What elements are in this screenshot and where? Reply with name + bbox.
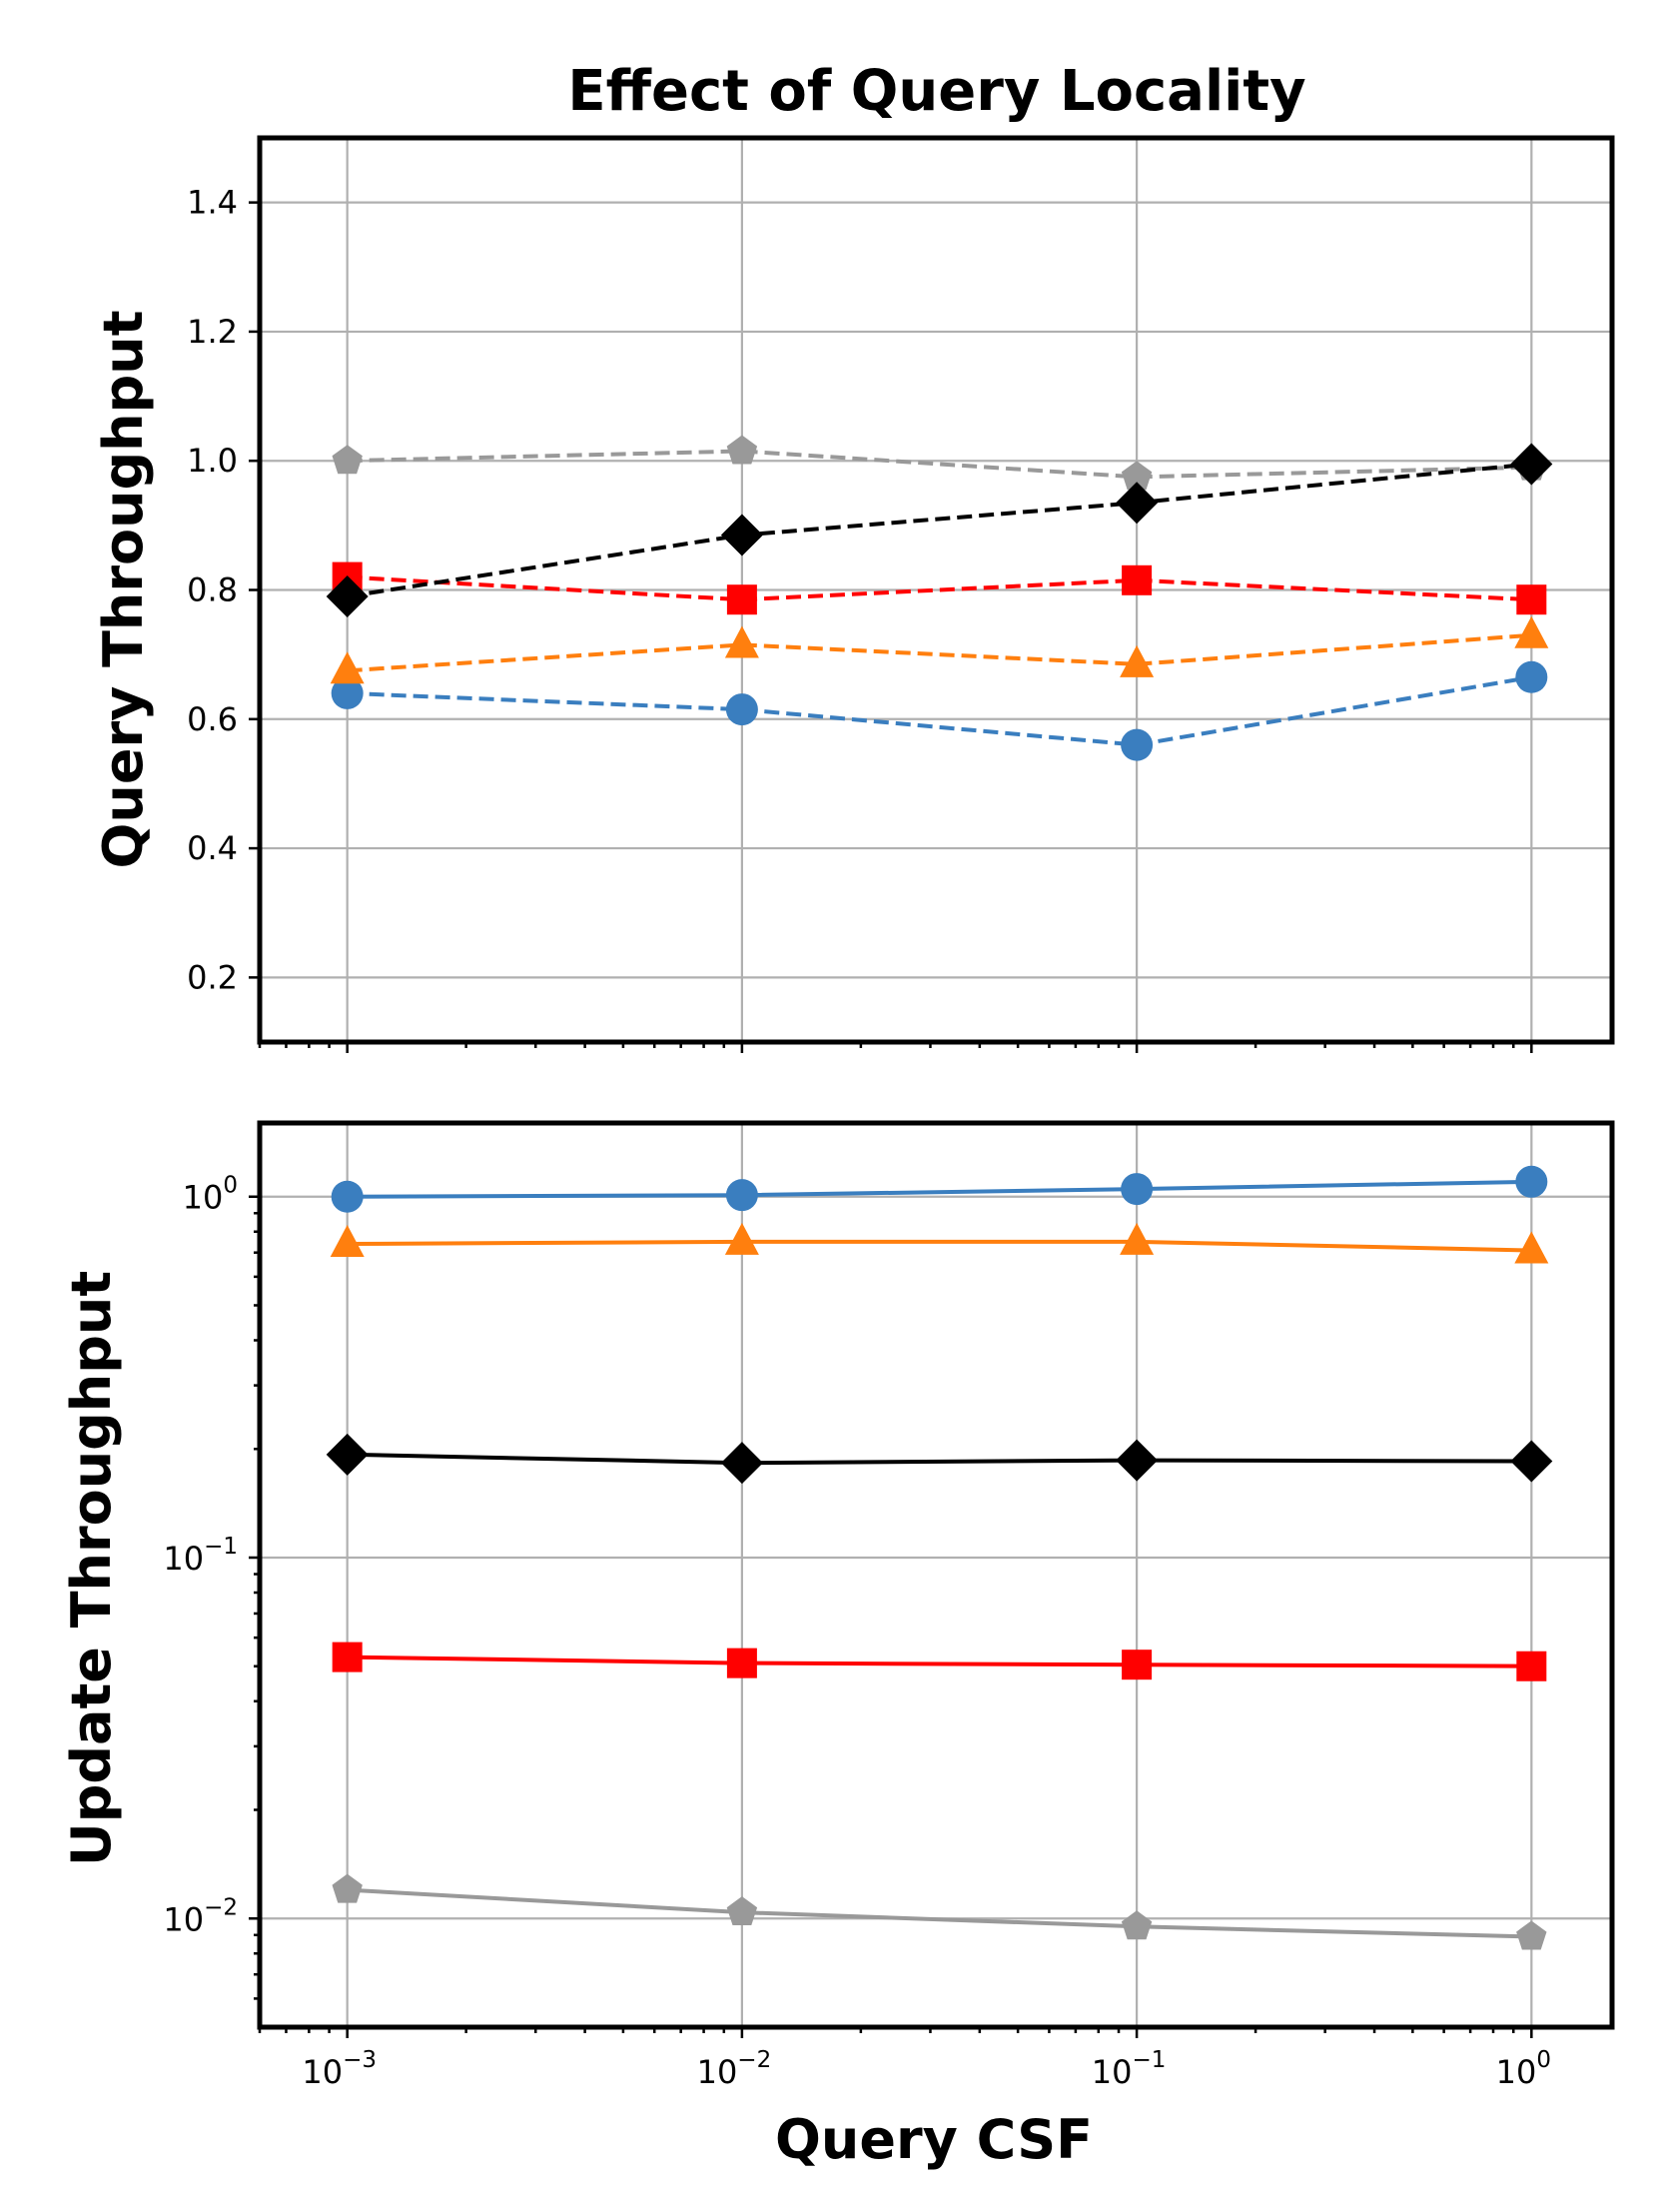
bottom-plot-frame bbox=[257, 1120, 1615, 2030]
x-tick-exponent: −1 bbox=[1133, 2047, 1167, 2073]
red-square-marker bbox=[1516, 584, 1547, 615]
orange-triangle-marker bbox=[1514, 1231, 1549, 1264]
x-tick-base: 10 bbox=[697, 2053, 738, 2091]
bottom-y-axis-label: Update Throughput bbox=[60, 1271, 123, 1866]
bottom-series-markers bbox=[326, 1165, 1553, 1950]
black-diamond-line bbox=[347, 462, 1532, 598]
gray-pentagon-line bbox=[347, 449, 1532, 480]
orange-triangle-marker bbox=[1120, 644, 1155, 677]
y-tick-label: 100 bbox=[183, 1173, 238, 1217]
y-tick-label: 0.6 bbox=[187, 700, 238, 738]
x-tick-base: 10 bbox=[302, 2053, 343, 2091]
blue-circle-marker bbox=[1515, 1165, 1548, 1198]
red-square-marker bbox=[1122, 1650, 1153, 1680]
gray-pentagon-marker bbox=[332, 445, 363, 475]
y-tick-exponent: −2 bbox=[204, 1894, 238, 1920]
gray-pentagon-marker bbox=[1121, 461, 1153, 491]
x-tick-label: 10−3 bbox=[302, 2047, 377, 2091]
gray-pentagon-marker bbox=[726, 435, 758, 465]
red-square-line bbox=[347, 574, 1532, 602]
orange-triangle-marker bbox=[724, 1222, 759, 1255]
red-square-line bbox=[347, 1655, 1532, 1668]
y-tick-label: 1.4 bbox=[187, 184, 238, 222]
blue-circle-line bbox=[347, 674, 1532, 747]
x-tick-exponent: −3 bbox=[343, 2047, 377, 2073]
red-square-marker bbox=[1122, 564, 1153, 595]
top-axis-ticks: 0.2 0.4 0.6 0.8 1.0 1.2 1.4 bbox=[187, 184, 1533, 1053]
blue-circle-marker bbox=[1121, 728, 1154, 761]
x-tick-label: 10−2 bbox=[697, 2047, 772, 2091]
black-diamond-marker bbox=[1510, 1440, 1553, 1483]
query-throughput-panel: 0.2 0.4 0.6 0.8 1.0 1.2 1.4 Query Throughput bbox=[92, 135, 1615, 1053]
y-tick-base: 10 bbox=[163, 1900, 204, 1938]
red-square-marker bbox=[726, 1648, 757, 1678]
black-diamond-marker bbox=[1116, 482, 1159, 525]
y-tick-label: 1.0 bbox=[187, 442, 238, 480]
orange-triangle-marker bbox=[330, 651, 365, 684]
blue-circle-marker bbox=[725, 693, 758, 726]
x-axis-label: Query CSF bbox=[775, 2108, 1093, 2171]
x-tick-exponent: 0 bbox=[1536, 2047, 1551, 2073]
red-square-marker bbox=[726, 584, 757, 615]
black-diamond-marker bbox=[326, 1433, 369, 1476]
y-tick-label: 0.8 bbox=[187, 571, 238, 609]
x-tick-label: 10−1 bbox=[1092, 2047, 1167, 2091]
top-grid bbox=[260, 138, 1612, 1042]
black-diamond-line bbox=[347, 1452, 1532, 1466]
y-tick-base: 10 bbox=[163, 1540, 204, 1578]
orange-triangle-marker bbox=[1514, 615, 1549, 648]
gray-pentagon-line bbox=[347, 1887, 1532, 1939]
x-tick-label: 100 bbox=[1496, 2047, 1551, 2091]
black-diamond-marker bbox=[1116, 1439, 1159, 1482]
bottom-series-lines bbox=[347, 1179, 1532, 1939]
y-tick-label: 10−2 bbox=[163, 1894, 238, 1938]
y-tick-base: 10 bbox=[183, 1179, 224, 1217]
gray-pentagon-marker bbox=[1516, 1920, 1547, 1950]
black-diamond-marker bbox=[720, 514, 763, 556]
y-tick-label: 1.2 bbox=[187, 313, 238, 351]
blue-circle-marker bbox=[331, 1180, 364, 1213]
orange-triangle-marker bbox=[1120, 1222, 1155, 1255]
red-square-marker bbox=[332, 1642, 363, 1672]
blue-circle-line bbox=[347, 1179, 1532, 1199]
red-square-marker bbox=[1516, 1651, 1547, 1681]
blue-circle-marker bbox=[331, 676, 364, 709]
x-tick-base: 10 bbox=[1092, 2053, 1133, 2091]
black-diamond-marker bbox=[720, 1442, 763, 1485]
black-diamond-marker bbox=[326, 574, 369, 617]
black-diamond-marker bbox=[1510, 443, 1553, 486]
blue-circle-marker bbox=[1121, 1173, 1154, 1206]
blue-circle-marker bbox=[725, 1179, 758, 1212]
y-tick-label: 10−1 bbox=[163, 1534, 238, 1578]
x-tick-exponent: −2 bbox=[737, 2047, 771, 2073]
blue-circle-marker bbox=[1515, 660, 1548, 693]
top-y-axis-label: Query Throughput bbox=[92, 310, 155, 868]
y-tick-exponent: 0 bbox=[223, 1173, 238, 1199]
bottom-grid bbox=[260, 1123, 1612, 2027]
y-tick-label: 0.2 bbox=[187, 958, 238, 996]
y-tick-label: 0.4 bbox=[187, 829, 238, 867]
gray-pentagon-marker bbox=[332, 1873, 363, 1903]
gray-pentagon-marker bbox=[1121, 1910, 1153, 1940]
orange-triangle-marker bbox=[724, 625, 759, 658]
gray-pentagon-marker bbox=[726, 1896, 758, 1925]
orange-triangle-marker bbox=[330, 1224, 365, 1257]
orange-triangle-line bbox=[347, 632, 1532, 673]
top-series-markers bbox=[326, 435, 1553, 761]
figure-title: Effect of Query Locality bbox=[567, 59, 1305, 124]
top-series-lines bbox=[347, 449, 1532, 747]
orange-triangle-line bbox=[347, 1239, 1532, 1253]
y-tick-exponent: −1 bbox=[204, 1534, 238, 1560]
x-tick-base: 10 bbox=[1496, 2053, 1537, 2091]
